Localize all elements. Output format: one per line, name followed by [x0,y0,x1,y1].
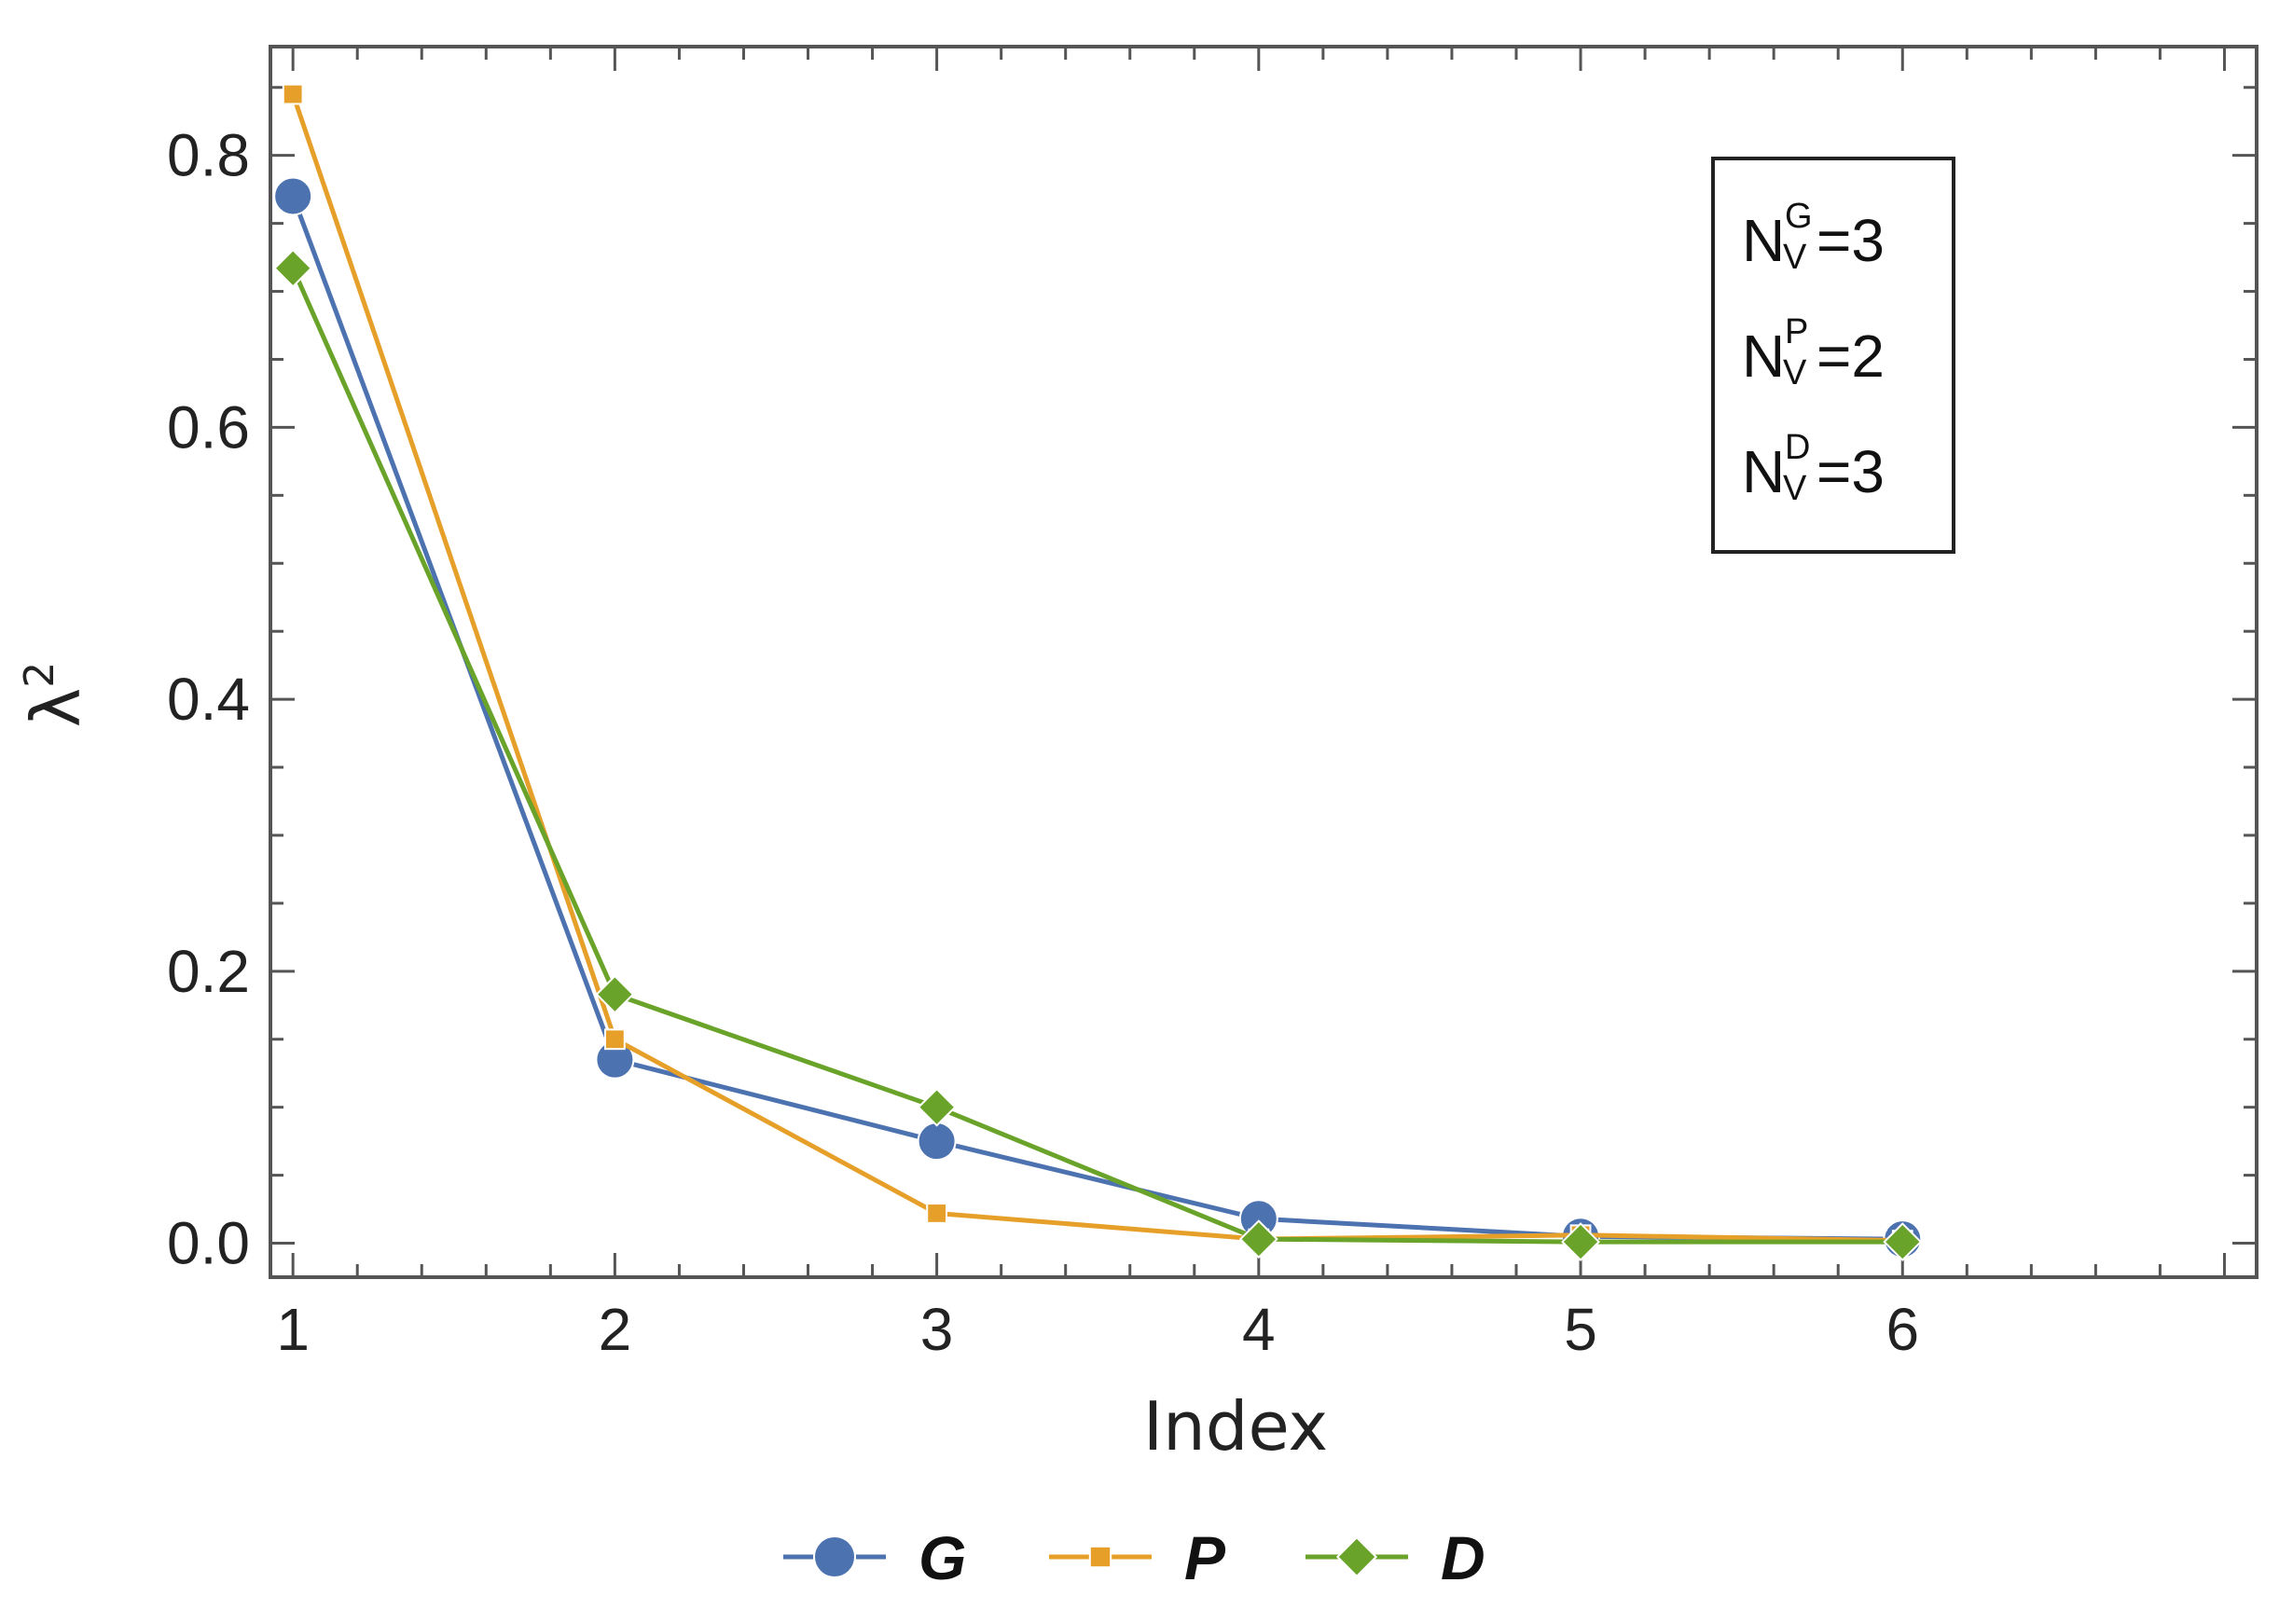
x-tick-label: 3 [920,1296,954,1363]
annotation-line: N GV =3 [1742,197,1885,277]
annotation-superscript: D [1785,428,1810,467]
legend-item-G: G [783,1523,966,1592]
data-point [1335,1535,1378,1578]
annotation-superscript: G [1785,197,1813,236]
y-tick-label: 0.4 [167,666,250,733]
x-tick-label: 4 [1242,1296,1276,1363]
annotation-value: =3 [1816,438,1885,505]
series-line [290,267,1903,1245]
annotation-base: N [1742,323,1785,390]
annotation-base: N [1742,207,1785,274]
x-tick-label: 1 [276,1296,310,1363]
data-point [1561,1222,1601,1262]
annotation-subscript: V [1783,469,1807,508]
legend-label: G [919,1523,966,1592]
y-tick-label: 0.2 [167,938,250,1005]
data-point [273,176,313,216]
legend-item-P: P [1049,1523,1226,1592]
annotation-box: N GV =3N PV =2N DV =3 [1711,157,1955,554]
series-layer [273,83,1923,1262]
x-tick-label: 5 [1564,1296,1597,1363]
annotation-frame [1711,157,1955,554]
annotation-line: N DV =3 [1742,428,1885,508]
series-line [290,195,1903,1242]
data-point [917,1122,957,1162]
legend-item-D: D [1305,1523,1485,1592]
y-tick-label: 0.6 [167,393,250,461]
plot-frame [269,45,2258,1279]
annotation-line: N PV =2 [1742,312,1885,392]
data-point [273,248,313,288]
y-tick-labels: 0.0 0.2 0.4 0.6 0.8 [167,122,250,1277]
data-point [282,83,304,105]
y-axis-label-superscript: 2 [16,662,63,688]
annotation-subscript: V [1783,353,1807,392]
annotation-superscript: P [1785,312,1808,351]
data-point [813,1535,856,1578]
annotation-lines: N GV =3N PV =2N DV =3 [1742,197,1885,508]
annotation-base: N [1742,438,1785,505]
annotation-value: =3 [1816,207,1885,274]
series-D [273,248,1923,1262]
annotation-value: =2 [1816,323,1885,390]
data-point [1883,1222,1923,1262]
data-point [603,1028,626,1051]
data-point [1238,1219,1278,1259]
series-line [290,93,1903,1244]
series-G [273,176,1923,1259]
data-point [926,1203,948,1224]
x-axis-label: Index [1143,1387,1328,1466]
legend-label: D [1441,1523,1485,1592]
annotation-subscript: V [1783,238,1807,277]
data-point [1088,1545,1112,1569]
y-tick-label: 0.0 [167,1210,250,1277]
data-point [917,1087,957,1127]
y-tick-label: 0.8 [167,122,250,189]
axis-ticks [270,47,2257,1277]
y-axis-label: λ2 [16,662,95,728]
data-point [595,974,635,1014]
series-P [282,83,1913,1252]
y-axis-label-base: λ [17,688,95,728]
x-tick-label: 6 [1886,1296,1919,1363]
legend-label: P [1184,1523,1226,1592]
x-tick-label: 2 [599,1296,632,1363]
x-tick-labels: 1 2 3 4 5 6 [276,1296,1919,1363]
